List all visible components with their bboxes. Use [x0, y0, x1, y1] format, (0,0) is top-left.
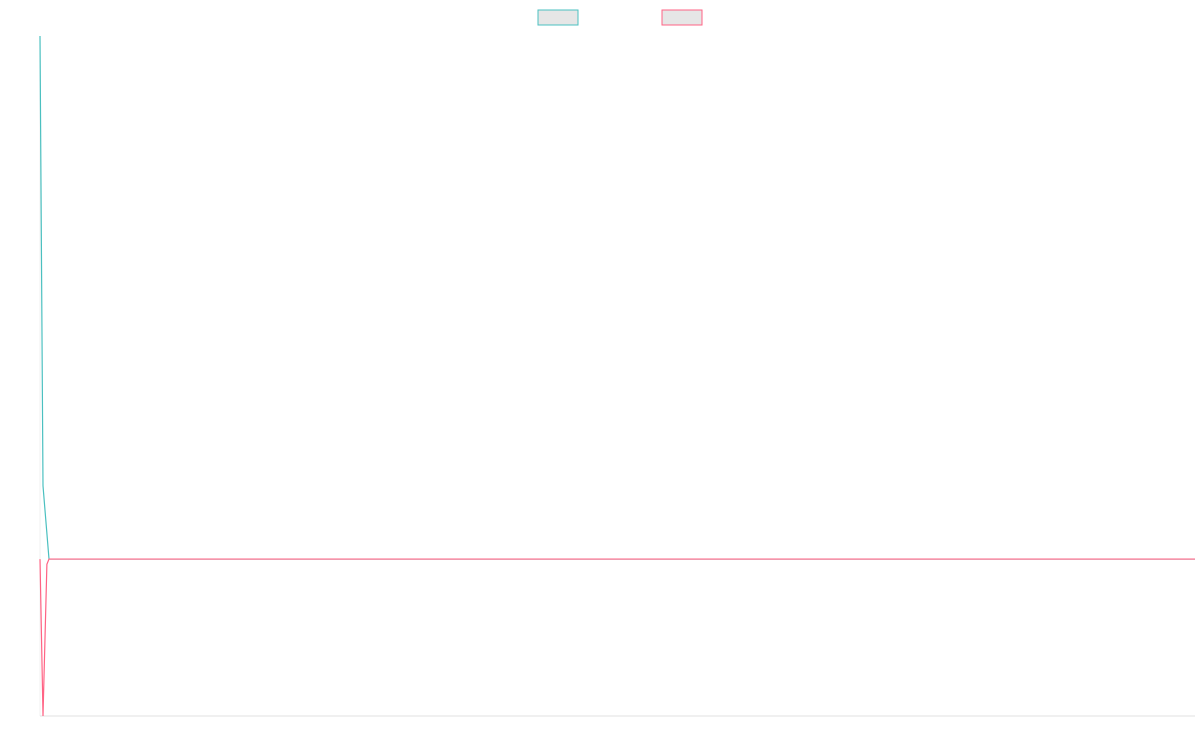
line-series: [39, 558, 1195, 717]
legend-swatch: [537, 9, 579, 26]
line-series: [39, 35, 1195, 560]
legend-swatch: [661, 9, 703, 26]
